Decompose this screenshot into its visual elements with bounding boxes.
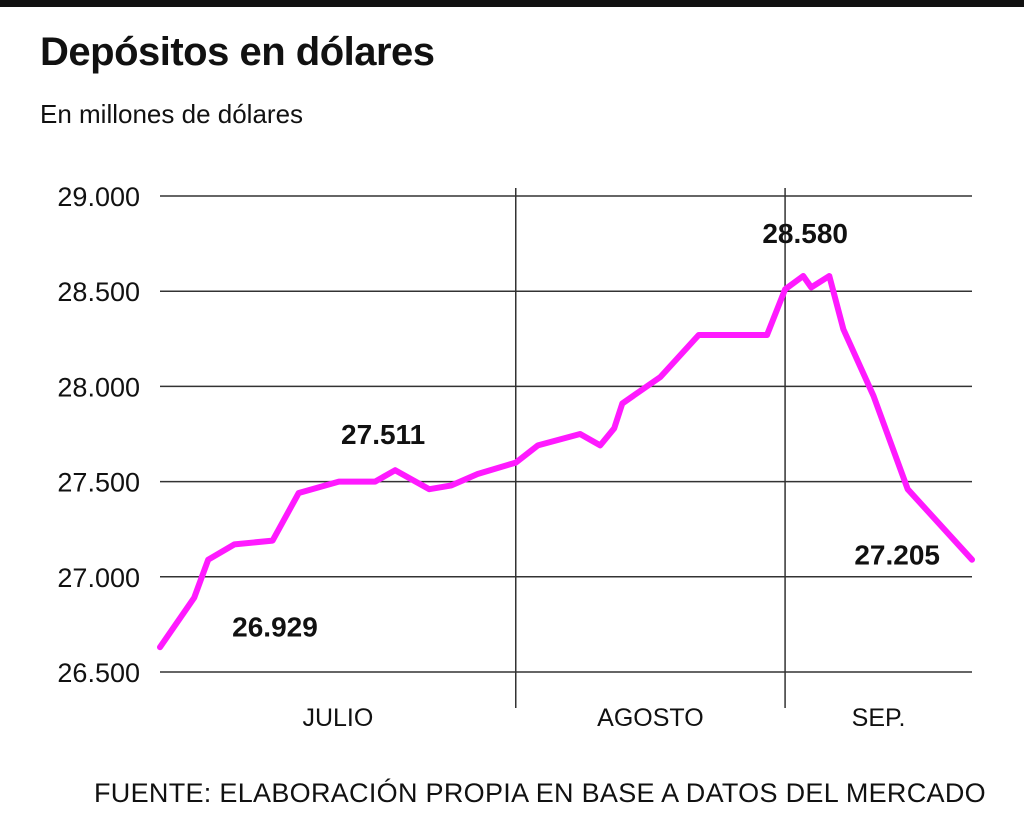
- data-label: 27.205: [854, 540, 940, 571]
- data-label: 27.511: [341, 419, 425, 450]
- top-rule: [0, 0, 1024, 7]
- series-layer: [157, 273, 975, 651]
- chart-title: Depósitos en dólares: [40, 30, 435, 74]
- y-tick-label: 27.500: [57, 468, 140, 498]
- y-tick-label: 29.000: [57, 182, 140, 212]
- data-label: 28.580: [762, 218, 848, 249]
- y-tick-label: 28.500: [57, 277, 140, 307]
- y-tick-label: 26.500: [57, 658, 140, 688]
- grid-layer: [160, 195, 972, 673]
- y-axis-ticks: 29.000 28.500 28.000 27.500 27.000 26.500: [57, 182, 140, 688]
- y-tick-label: 27.000: [57, 563, 140, 593]
- source-note: FUENTE: ELABORACIÓN PROPIA EN BASE A DAT…: [94, 778, 986, 808]
- month-layer: JULIO AGOSTO SEP.: [302, 188, 905, 732]
- x-month-label: JULIO: [302, 704, 373, 732]
- series-line: [157, 273, 975, 651]
- x-month-label: AGOSTO: [597, 704, 704, 732]
- x-month-label: SEP.: [852, 704, 906, 732]
- data-labels: 26.929 27.511 28.580 27.205: [232, 218, 940, 643]
- data-label: 26.929: [232, 612, 318, 643]
- y-tick-label: 28.000: [57, 372, 140, 402]
- chart-subtitle: En millones de dólares: [40, 99, 304, 129]
